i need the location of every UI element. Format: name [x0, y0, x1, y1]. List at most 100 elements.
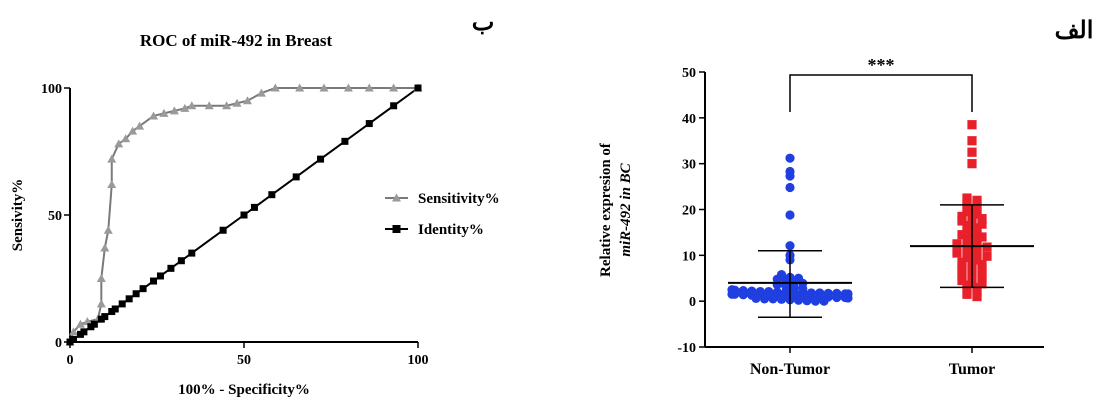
roc-point-sensitivity	[187, 101, 197, 110]
scatter-stats	[728, 204, 1034, 318]
tumor-point	[972, 227, 982, 238]
roc-point-sensitivity	[270, 83, 280, 92]
roc-point-identity	[118, 300, 126, 308]
tumor-point	[977, 273, 987, 283]
non-tumor-point	[843, 293, 853, 303]
tumor-point	[962, 243, 972, 254]
non-tumor-point	[793, 295, 804, 305]
roc-point-sensitivity	[82, 317, 92, 326]
roc-point-sensitivity	[343, 83, 353, 92]
significance-label: ***	[868, 55, 895, 75]
roc-point-sensitivity	[169, 106, 179, 115]
roc-point-identity	[80, 328, 88, 336]
legend-entry-identity: Identity%	[385, 222, 484, 238]
panel-label-left: ب	[472, 10, 495, 36]
category-label-non-tumor: Non-Tumor	[750, 361, 830, 378]
tumor-point	[977, 279, 987, 289]
roc-point-identity	[167, 264, 175, 272]
roc-point-sensitivity	[75, 319, 85, 328]
scatter-y-tick-label: -10	[677, 341, 696, 356]
tumor-point	[977, 214, 987, 224]
roc-point-sensitivity	[319, 83, 329, 92]
tumor-point	[967, 147, 977, 157]
non-tumor-point	[810, 296, 821, 306]
roc-point-sensitivity	[107, 154, 117, 163]
roc-point-identity	[414, 84, 422, 92]
legend-square-marker	[392, 225, 401, 233]
roc-point-identity	[156, 272, 164, 280]
significance-bracket: ***	[789, 55, 973, 112]
legend-triangle-marker	[392, 193, 401, 202]
non-tumor-point	[802, 296, 812, 306]
category-label-tumor: Tumor	[949, 361, 996, 378]
legend-label-identity: Identity%	[418, 222, 484, 238]
non-tumor-point	[819, 296, 829, 306]
roc-point-identity	[150, 277, 158, 285]
roc-markers	[65, 83, 423, 346]
scatter-y-tick-label: 40	[682, 112, 696, 127]
roc-point-sensitivity	[100, 243, 110, 252]
roc-point-sensitivity	[180, 103, 190, 112]
roc-point-identity	[69, 335, 77, 343]
roc-point-sensitivity	[107, 180, 117, 189]
roc-point-sensitivity	[242, 96, 252, 105]
tumor-point	[967, 120, 977, 130]
roc-point-identity	[341, 137, 349, 145]
roc-point-identity	[139, 285, 147, 293]
tumor-point	[957, 230, 967, 240]
roc-point-sensitivity	[96, 299, 106, 308]
non-tumor-point	[785, 153, 795, 163]
non-tumor-point	[785, 241, 795, 251]
roc-point-sensitivity	[222, 101, 232, 110]
roc-point-sensitivity	[121, 134, 131, 143]
roc-point-sensitivity	[232, 98, 242, 107]
roc-point-identity	[90, 320, 98, 328]
non-tumor-point	[768, 294, 778, 304]
tumor-point	[962, 234, 972, 244]
roc-title: ROC of miR-492 in Breast	[140, 31, 333, 50]
roc-point-identity	[219, 226, 227, 234]
non-tumor-point	[776, 294, 787, 304]
tumor-point	[977, 232, 987, 242]
tumor-point	[972, 291, 982, 302]
tumor-point	[952, 239, 962, 249]
non-tumor-point	[759, 294, 770, 304]
tumor-point	[967, 159, 977, 169]
roc-point-sensitivity	[389, 83, 399, 92]
roc-chart: ROC of miR-492 in Breast Sensivity% 100%…	[10, 31, 500, 398]
tumor-point	[962, 225, 972, 235]
tumor-point	[952, 248, 962, 258]
non-tumor-point	[738, 290, 748, 300]
tumor-point	[962, 207, 972, 217]
tumor-point	[957, 216, 967, 226]
roc-point-sensitivity	[204, 101, 214, 110]
scatter-points	[727, 120, 992, 306]
roc-point-sensitivity	[295, 83, 305, 92]
roc-y-tick-label: 100	[41, 82, 62, 97]
scatter-y-tick-label: 10	[682, 249, 696, 264]
roc-point-identity	[132, 290, 140, 298]
roc-point-sensitivity	[149, 111, 159, 120]
roc-point-identity	[125, 295, 133, 303]
scatter-y-tick-label: 0	[689, 295, 696, 310]
legend-entry-sensitivity: Sensitivity%	[385, 191, 500, 207]
tumor-point	[977, 219, 987, 229]
roc-ticks: 0 50 100 0 50 100	[41, 82, 429, 368]
roc-point-identity	[240, 211, 248, 219]
non-tumor-point	[730, 289, 740, 299]
tumor-point	[962, 253, 972, 263]
tumor-point	[982, 251, 992, 261]
roc-point-identity	[390, 102, 398, 110]
roc-point-sensitivity	[96, 274, 106, 282]
tumor-point	[962, 289, 972, 299]
roc-legend: Sensitivity% Identity%	[385, 191, 500, 238]
roc-point-identity	[317, 155, 325, 163]
scatter-y-axis-label-line1: Relative expresion of	[598, 142, 614, 277]
roc-point-identity	[177, 257, 185, 265]
roc-x-tick-label: 50	[237, 353, 251, 368]
tumor-point	[957, 275, 967, 286]
roc-point-sensitivity	[159, 108, 169, 117]
scatter-ticks: -10 0 10 20 30 40 50	[677, 66, 973, 356]
legend-label-sensitivity: Sensitivity%	[418, 191, 500, 207]
